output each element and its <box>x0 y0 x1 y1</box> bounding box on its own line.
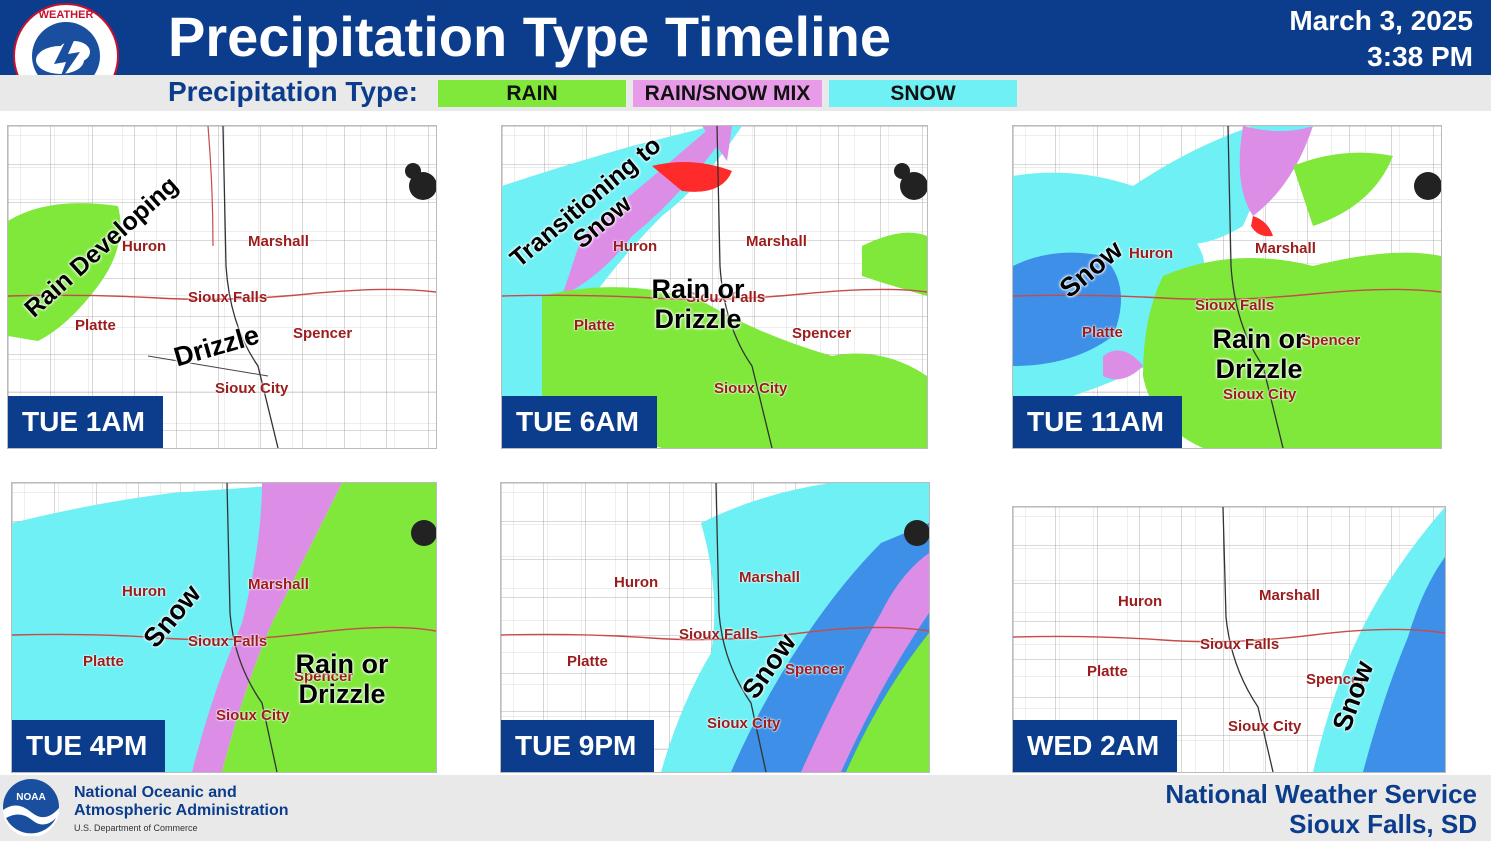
city-label: Huron <box>122 238 167 255</box>
city-label: Huron <box>122 583 167 600</box>
noaa-name-line2: Atmospheric Administration <box>74 802 289 819</box>
city-label: Marshall <box>1259 587 1320 604</box>
annotation-rain-or-drizzle: Rain or Drizzle <box>295 649 389 709</box>
legend-title: Precipitation Type: <box>168 76 418 107</box>
panel-time-label: WED 2AM <box>1013 720 1178 772</box>
panel-time-label: TUE 4PM <box>12 720 166 772</box>
precip-map <box>1013 126 1441 448</box>
noaa-name-line1: National Oceanic and <box>74 784 237 801</box>
svg-text:WEATHER: WEATHER <box>39 9 94 21</box>
panel-time-label: TUE 6AM <box>502 396 657 448</box>
map-panel-tue-6am: Huron Marshall Sioux Falls Platte Spence… <box>501 125 928 449</box>
footer-bar <box>0 775 1491 841</box>
city-label: Platte <box>567 653 608 670</box>
city-label: Huron <box>614 574 659 591</box>
city-label: Spencer <box>1306 671 1366 688</box>
map-panel-wed-2am: Huron Marshall Sioux Falls Platte Spence… <box>1012 506 1446 773</box>
city-label: Spencer <box>293 325 353 342</box>
city-label: Sioux City <box>714 380 788 397</box>
page-title: Precipitation Type Timeline <box>168 5 891 68</box>
noaa-department: U.S. Department of Commerce <box>74 823 198 833</box>
city-label: Sioux City <box>1228 718 1302 735</box>
nws-office-line1: National Weather Service <box>1165 779 1477 809</box>
city-label: Sioux City <box>216 707 290 724</box>
panel-time-label: TUE 11AM <box>1013 396 1182 448</box>
city-label: Spencer <box>294 668 354 685</box>
legend-bar: Precipitation Type: RAIN RAIN/SNOW MIX S… <box>0 75 1491 111</box>
map-panel-tue-4pm: Huron Marshall Sioux Falls Platte Spence… <box>11 482 437 773</box>
city-label: Spencer <box>785 661 845 678</box>
city-label: Sioux City <box>707 715 781 732</box>
city-label: Huron <box>1129 245 1174 262</box>
annotation-rain-or-drizzle: Rain or Drizzle <box>1212 324 1306 384</box>
noaa-logo-icon: NOAA <box>3 779 60 836</box>
city-label: Huron <box>613 238 658 255</box>
city-label: Marshall <box>248 233 309 250</box>
issue-datetime: March 3, 2025 3:38 PM <box>1289 3 1473 75</box>
city-label: Platte <box>1087 663 1128 680</box>
city-label: Marshall <box>739 569 800 586</box>
city-label: Sioux City <box>215 380 289 397</box>
nws-office-line2: Sioux Falls, SD <box>1289 809 1477 839</box>
city-label: Platte <box>1082 324 1123 341</box>
city-label: Spencer <box>1301 332 1361 349</box>
city-label: Sioux Falls <box>686 289 766 306</box>
map-panel-tue-9pm: Huron Marshall Sioux Falls Platte Spence… <box>500 482 930 773</box>
city-label: Platte <box>574 317 615 334</box>
noaa-name: National Oceanic and Atmospheric Adminis… <box>74 784 289 820</box>
city-label: Sioux Falls <box>1195 297 1275 314</box>
annotation-rain-or-drizzle: Rain or Drizzle <box>651 274 745 334</box>
city-label: Sioux Falls <box>1200 636 1280 653</box>
nws-office: National Weather Service Sioux Falls, SD <box>1165 779 1477 839</box>
precip-map <box>502 126 927 448</box>
city-label: Platte <box>75 317 116 334</box>
city-label: Sioux City <box>1223 386 1297 403</box>
panel-time-label: TUE 1AM <box>8 396 163 448</box>
precip-map <box>8 126 436 448</box>
issue-date: March 3, 2025 <box>1289 5 1473 36</box>
city-label: Sioux Falls <box>188 289 268 306</box>
city-label: Huron <box>1118 593 1163 610</box>
issue-time: 3:38 PM <box>1367 41 1473 72</box>
legend-rain: RAIN <box>438 80 626 107</box>
panel-time-label: TUE 9PM <box>501 720 655 772</box>
header-bar: Precipitation Type Timeline March 3, 202… <box>0 0 1491 75</box>
map-panel-tue-1am: Huron Marshall Sioux Falls Platte Spence… <box>7 125 437 449</box>
legend-snow: SNOW <box>829 80 1017 107</box>
city-label: Platte <box>83 653 124 670</box>
map-panel-tue-11am: Huron Marshall Sioux Falls Platte Spence… <box>1012 125 1442 449</box>
precip-map <box>501 483 929 772</box>
svg-text:NOAA: NOAA <box>16 792 45 803</box>
city-label: Marshall <box>1255 240 1316 257</box>
city-label: Sioux Falls <box>679 626 759 643</box>
city-label: Marshall <box>248 576 309 593</box>
city-label: Sioux Falls <box>188 633 268 650</box>
legend-mix: RAIN/SNOW MIX <box>633 80 822 107</box>
city-label: Spencer <box>792 325 852 342</box>
city-label: Marshall <box>746 233 807 250</box>
